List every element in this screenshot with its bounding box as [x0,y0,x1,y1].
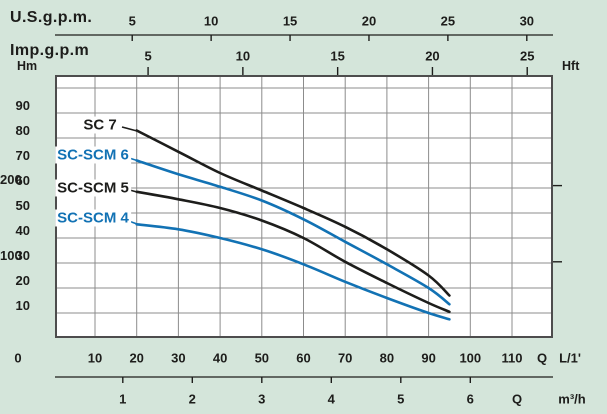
m3h-tick-label: 1 [119,391,127,407]
curve-label-sc-7: SC 7 [81,116,119,134]
m3h-tick-label: 4 [327,391,335,407]
flow-lmin-tick-label: 100 [459,350,482,366]
curve-label-sc-scm-4: SC-SCM 4 [55,209,131,227]
flow-m3h-unit-label: m³/h [558,391,586,407]
flow-lmin-unit-label: L/1' [559,350,581,366]
imp-gpm-tick-label: 15 [330,48,345,64]
pump-curve-sc-7 [135,129,451,297]
us-gpm-tick-label: 10 [203,13,219,29]
us-gpm-tick-label: 5 [128,13,136,29]
plot-frame [55,75,553,338]
us-gpm-tick-label: 20 [361,13,377,29]
flow-lmin-tick-label: 110 [501,350,523,366]
flow-lmin-tick-label: 0 [14,350,22,366]
flow-lmin-q-label: Q [536,350,548,366]
flow-lmin-tick-label: 60 [296,350,311,366]
head-m-axis-title: Hm [17,59,38,73]
pump-curve-sc-scm-4 [135,223,451,321]
m3h-tick-label: 6 [466,391,474,407]
imp-gpm-tick-label: 25 [519,48,535,64]
flow-lmin-tick-label: 80 [379,350,395,366]
flow-lmin-tick-label: 30 [171,350,186,366]
us-gpm-tick-label: 25 [440,13,456,29]
flow-lmin-tick-label: 40 [212,350,228,366]
hm-tick-label: 30 [15,248,30,263]
head-ft-axis-title: Hft [562,59,580,73]
hm-tick-label: 90 [15,98,30,113]
hm-tick-label: 60 [15,173,30,188]
us-gpm-axis-title: U.S.g.p.m. [10,9,93,26]
flow-lmin-tick-label: 70 [337,350,353,366]
m3h-tick-label: 3 [258,391,266,407]
flow-lmin-tick-label: 10 [87,350,103,366]
curve-label-leader-sc-7 [121,126,138,132]
flow-lmin-tick-label: 90 [421,350,436,366]
hm-tick-label: 10 [15,298,30,313]
hm-tick-label: 70 [15,148,30,163]
imp-gpm-tick-label: 5 [144,48,152,64]
us-gpm-tick-label: 15 [282,13,298,29]
hft-tick-label: 200 [0,171,22,187]
hft-tick-label: 100 [0,247,22,263]
pump-curve-sc-scm-6 [135,159,451,306]
us-gpm-tick-label: 30 [519,13,535,29]
imp-gpm-tick-label: 10 [235,48,251,64]
hm-tick-label: 80 [15,123,30,138]
hm-tick-label: 50 [15,198,30,213]
imp-gpm-axis-title: Imp.g.p.m [10,42,90,59]
flow-lmin-tick-label: 50 [254,350,270,366]
imp-gpm-tick-label: 20 [425,48,440,64]
hm-tick-label: 40 [15,223,30,238]
m3h-tick-label: 5 [397,391,405,407]
hm-tick-label: 20 [15,273,30,288]
flow-m3h-q-label: Q [511,391,523,407]
pump-curve-sc-scm-5 [135,190,451,314]
curve-label-sc-scm-5: SC-SCM 5 [55,179,131,197]
m3h-tick-label: 2 [188,391,196,407]
curve-label-sc-scm-6: SC-SCM 6 [55,146,131,164]
flow-lmin-tick-label: 20 [129,350,144,366]
